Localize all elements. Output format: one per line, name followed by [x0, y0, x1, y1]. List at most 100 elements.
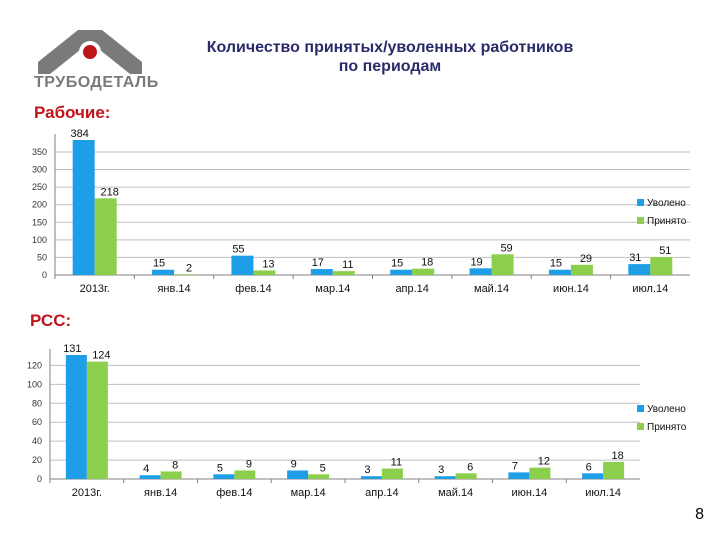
bar [455, 473, 477, 479]
y-tick-label: 100 [27, 379, 42, 389]
data-label: 51 [659, 245, 671, 257]
data-label: 3 [364, 464, 370, 476]
y-tick-label: 200 [32, 200, 47, 210]
bar [582, 473, 604, 479]
y-tick-label: 120 [27, 360, 42, 370]
data-label: 19 [470, 256, 482, 268]
data-label: 9 [246, 458, 252, 470]
legend-swatch [637, 199, 644, 206]
data-label: 18 [421, 257, 433, 269]
x-tick-label: мар.14 [291, 487, 326, 499]
bar [570, 264, 593, 275]
chart-2-title: РСС: [30, 311, 72, 330]
x-tick-label: июл.14 [585, 487, 621, 499]
bar [308, 474, 330, 479]
x-tick-label: 2013г. [80, 283, 110, 295]
bar [139, 475, 161, 479]
data-label: 17 [312, 257, 324, 269]
data-label: 11 [342, 259, 353, 271]
data-label: 59 [500, 242, 512, 254]
bar [381, 468, 403, 479]
page-number: 8 [695, 506, 704, 523]
y-tick-label: 40 [32, 436, 42, 446]
y-tick-label: 0 [37, 474, 42, 484]
data-label: 124 [92, 350, 110, 362]
x-tick-label: июн.14 [511, 487, 547, 499]
data-label: 15 [153, 258, 165, 270]
y-tick-label: 300 [32, 165, 47, 175]
data-label: 12 [538, 456, 550, 468]
title-line-1: Количество принятых/уволенных работников [206, 39, 574, 56]
y-tick-label: 60 [32, 417, 42, 427]
legend-swatch [637, 217, 644, 224]
data-label: 384 [71, 128, 89, 140]
bar [434, 476, 456, 479]
bar [548, 269, 571, 275]
bar [65, 355, 87, 479]
bar [160, 471, 182, 479]
bar [310, 269, 333, 275]
data-label: 18 [612, 450, 624, 462]
x-tick-label: янв.14 [157, 283, 190, 295]
legend-label: Уволено [647, 198, 686, 209]
legend-swatch [637, 423, 644, 430]
bar [94, 198, 117, 275]
x-tick-label: апр.14 [365, 487, 398, 499]
chart-1-title: Рабочие: [34, 103, 111, 122]
x-tick-label: мар.14 [315, 283, 350, 295]
y-tick-label: 80 [32, 398, 42, 408]
data-label: 8 [172, 459, 178, 471]
bar [469, 268, 492, 275]
data-label: 131 [63, 343, 81, 355]
data-label: 15 [391, 258, 403, 270]
bar [174, 274, 197, 275]
company-logo [38, 30, 142, 74]
data-label: 11 [391, 457, 402, 469]
y-tick-label: 350 [32, 147, 47, 157]
bar [603, 461, 625, 479]
y-tick-label: 250 [32, 182, 47, 192]
data-label: 31 [629, 252, 641, 264]
title-line-2: по периодам [338, 58, 442, 75]
data-label: 29 [580, 253, 592, 265]
y-tick-label: 0 [42, 270, 47, 280]
bar [72, 140, 95, 275]
bar [360, 476, 382, 479]
x-tick-label: май.14 [438, 487, 473, 499]
bar [412, 268, 435, 275]
chart-rss: 0 20 40 60 80 100 120 2013г. 131 124 янв.14 4 8 фев.1… [27, 343, 687, 499]
bar [253, 270, 276, 275]
bar [390, 269, 413, 275]
data-label: 15 [550, 258, 562, 270]
bar [213, 474, 235, 479]
bar [650, 257, 673, 275]
legend-label: Уволено [647, 404, 686, 415]
bar [231, 255, 254, 275]
bar [529, 467, 551, 479]
x-tick-label: май.14 [474, 283, 509, 295]
x-tick-label: фев.14 [216, 487, 252, 499]
bar [508, 472, 530, 479]
x-tick-label: фев.14 [235, 283, 271, 295]
x-tick-label: июн.14 [553, 283, 589, 295]
page-title: Количество принятых/уволенных работников… [150, 38, 630, 76]
data-label: 3 [438, 464, 444, 476]
data-label: 6 [467, 461, 473, 473]
y-tick-label: 150 [32, 217, 47, 227]
data-label: 2 [186, 262, 192, 274]
data-label: 4 [143, 463, 149, 475]
x-tick-label: янв.14 [144, 487, 177, 499]
logo-text: ТРУБОДЕТАЛЬ [34, 74, 159, 91]
y-tick-label: 50 [37, 252, 47, 262]
bar [234, 470, 256, 479]
y-tick-label: 20 [32, 455, 42, 465]
data-label: 5 [217, 462, 223, 474]
bar [491, 254, 514, 275]
data-label: 5 [320, 462, 326, 474]
chart-workers: 0 50 100 150 200 250 300 350 2013г. 384 2 18 янв.14 1… [32, 128, 690, 295]
legend-label: Принято [647, 216, 687, 227]
data-label: 6 [586, 461, 592, 473]
x-tick-label: апр.14 [395, 283, 428, 295]
y-tick-label: 100 [32, 235, 47, 245]
x-tick-label: 2013г. [72, 487, 102, 499]
